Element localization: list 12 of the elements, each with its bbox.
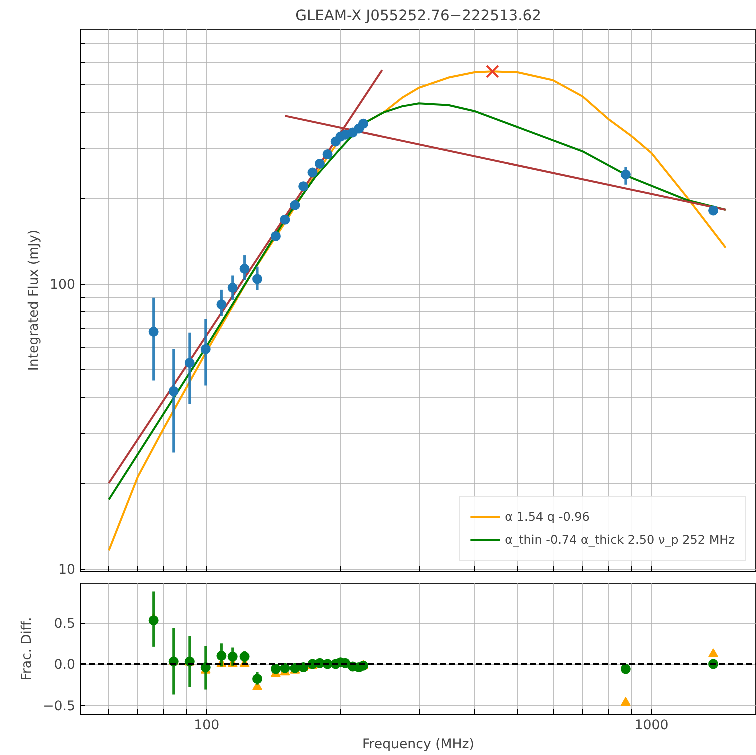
legend-label: α 1.54 q -0.96 — [505, 510, 590, 524]
y-tick-label: 10 — [58, 563, 76, 578]
y-tick-label: 0.5 — [54, 617, 76, 632]
chart-title: GLEAM-X J055252.76−222513.62 — [296, 8, 542, 24]
y-tick-label: 0.0 — [54, 658, 76, 674]
y-tick-label: −0.5 — [43, 699, 76, 714]
y-axis-title: Integrated Flux (mJy) — [27, 230, 42, 372]
y-axis-title: Frac. Diff. — [20, 617, 36, 681]
legend-label: α_thin -0.74 α_thick 2.50 ν_p 252 MHz — [505, 533, 735, 547]
x-tick-label: 1000 — [634, 718, 669, 734]
x-axis-title: Frequency (MHz) — [362, 738, 475, 752]
y-tick-label: 100 — [50, 278, 76, 294]
